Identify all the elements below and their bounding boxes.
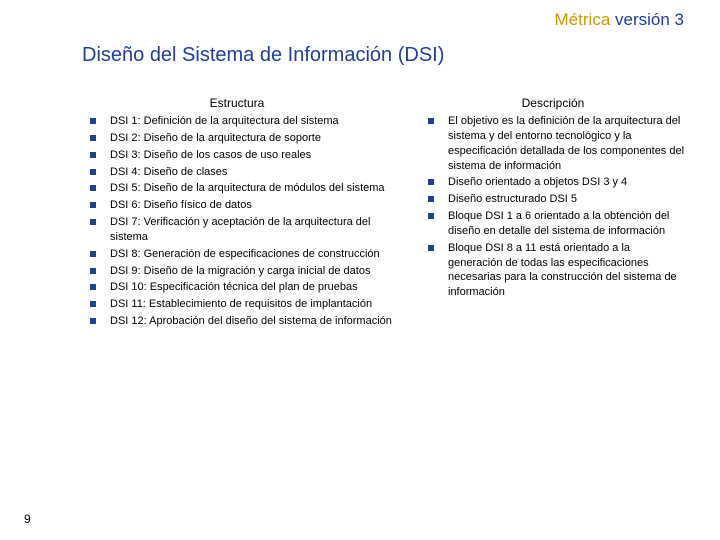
slide: Métrica versión 3 Diseño del Sistema de … [0,0,720,540]
list-item: Bloque DSI 1 a 6 orientado a la obtenció… [420,209,686,239]
list-item: Bloque DSI 8 a 11 está orientado a la ge… [420,241,686,300]
list-item: DSI 8: Generación de especificaciones de… [82,247,392,262]
list-item: DSI 1: Definición de la arquitectura del… [82,114,392,129]
slide-number: 9 [24,512,31,526]
list-item: DSI 9: Diseño de la migración y carga in… [82,264,392,279]
list-item: DSI 6: Diseño físico de datos [82,198,392,213]
description-list: El objetivo es la definición de la arqui… [420,114,686,300]
list-item: DSI 3: Diseño de los casos de uso reales [82,148,392,163]
brand-suffix: versión 3 [615,10,684,29]
list-item: DSI 10: Especificación técnica del plan … [82,280,392,295]
brand-prefix: Métrica [555,10,611,29]
list-item: El objetivo es la definición de la arqui… [420,114,686,173]
list-item: DSI 4: Diseño de clases [82,165,392,180]
structure-column: Estructura DSI 1: Definición de la arqui… [82,96,392,331]
description-column: Descripción El objetivo es la definición… [420,96,686,331]
list-item: DSI 12: Aprobación del diseño del sistem… [82,314,392,329]
page-title: Diseño del Sistema de Información (DSI) [82,44,444,67]
content-columns: Estructura DSI 1: Definición de la arqui… [82,96,686,331]
structure-heading: Estructura [82,96,392,110]
description-heading: Descripción [420,96,686,110]
list-item: Diseño estructurado DSI 5 [420,192,686,207]
list-item: DSI 11: Establecimiento de requisitos de… [82,297,392,312]
list-item: DSI 5: Diseño de la arquitectura de módu… [82,181,392,196]
structure-list: DSI 1: Definición de la arquitectura del… [82,114,392,329]
brand-label: Métrica versión 3 [555,10,684,30]
list-item: DSI 7: Verificación y aceptación de la a… [82,215,392,245]
list-item: Diseño orientado a objetos DSI 3 y 4 [420,175,686,190]
list-item: DSI 2: Diseño de la arquitectura de sopo… [82,131,392,146]
